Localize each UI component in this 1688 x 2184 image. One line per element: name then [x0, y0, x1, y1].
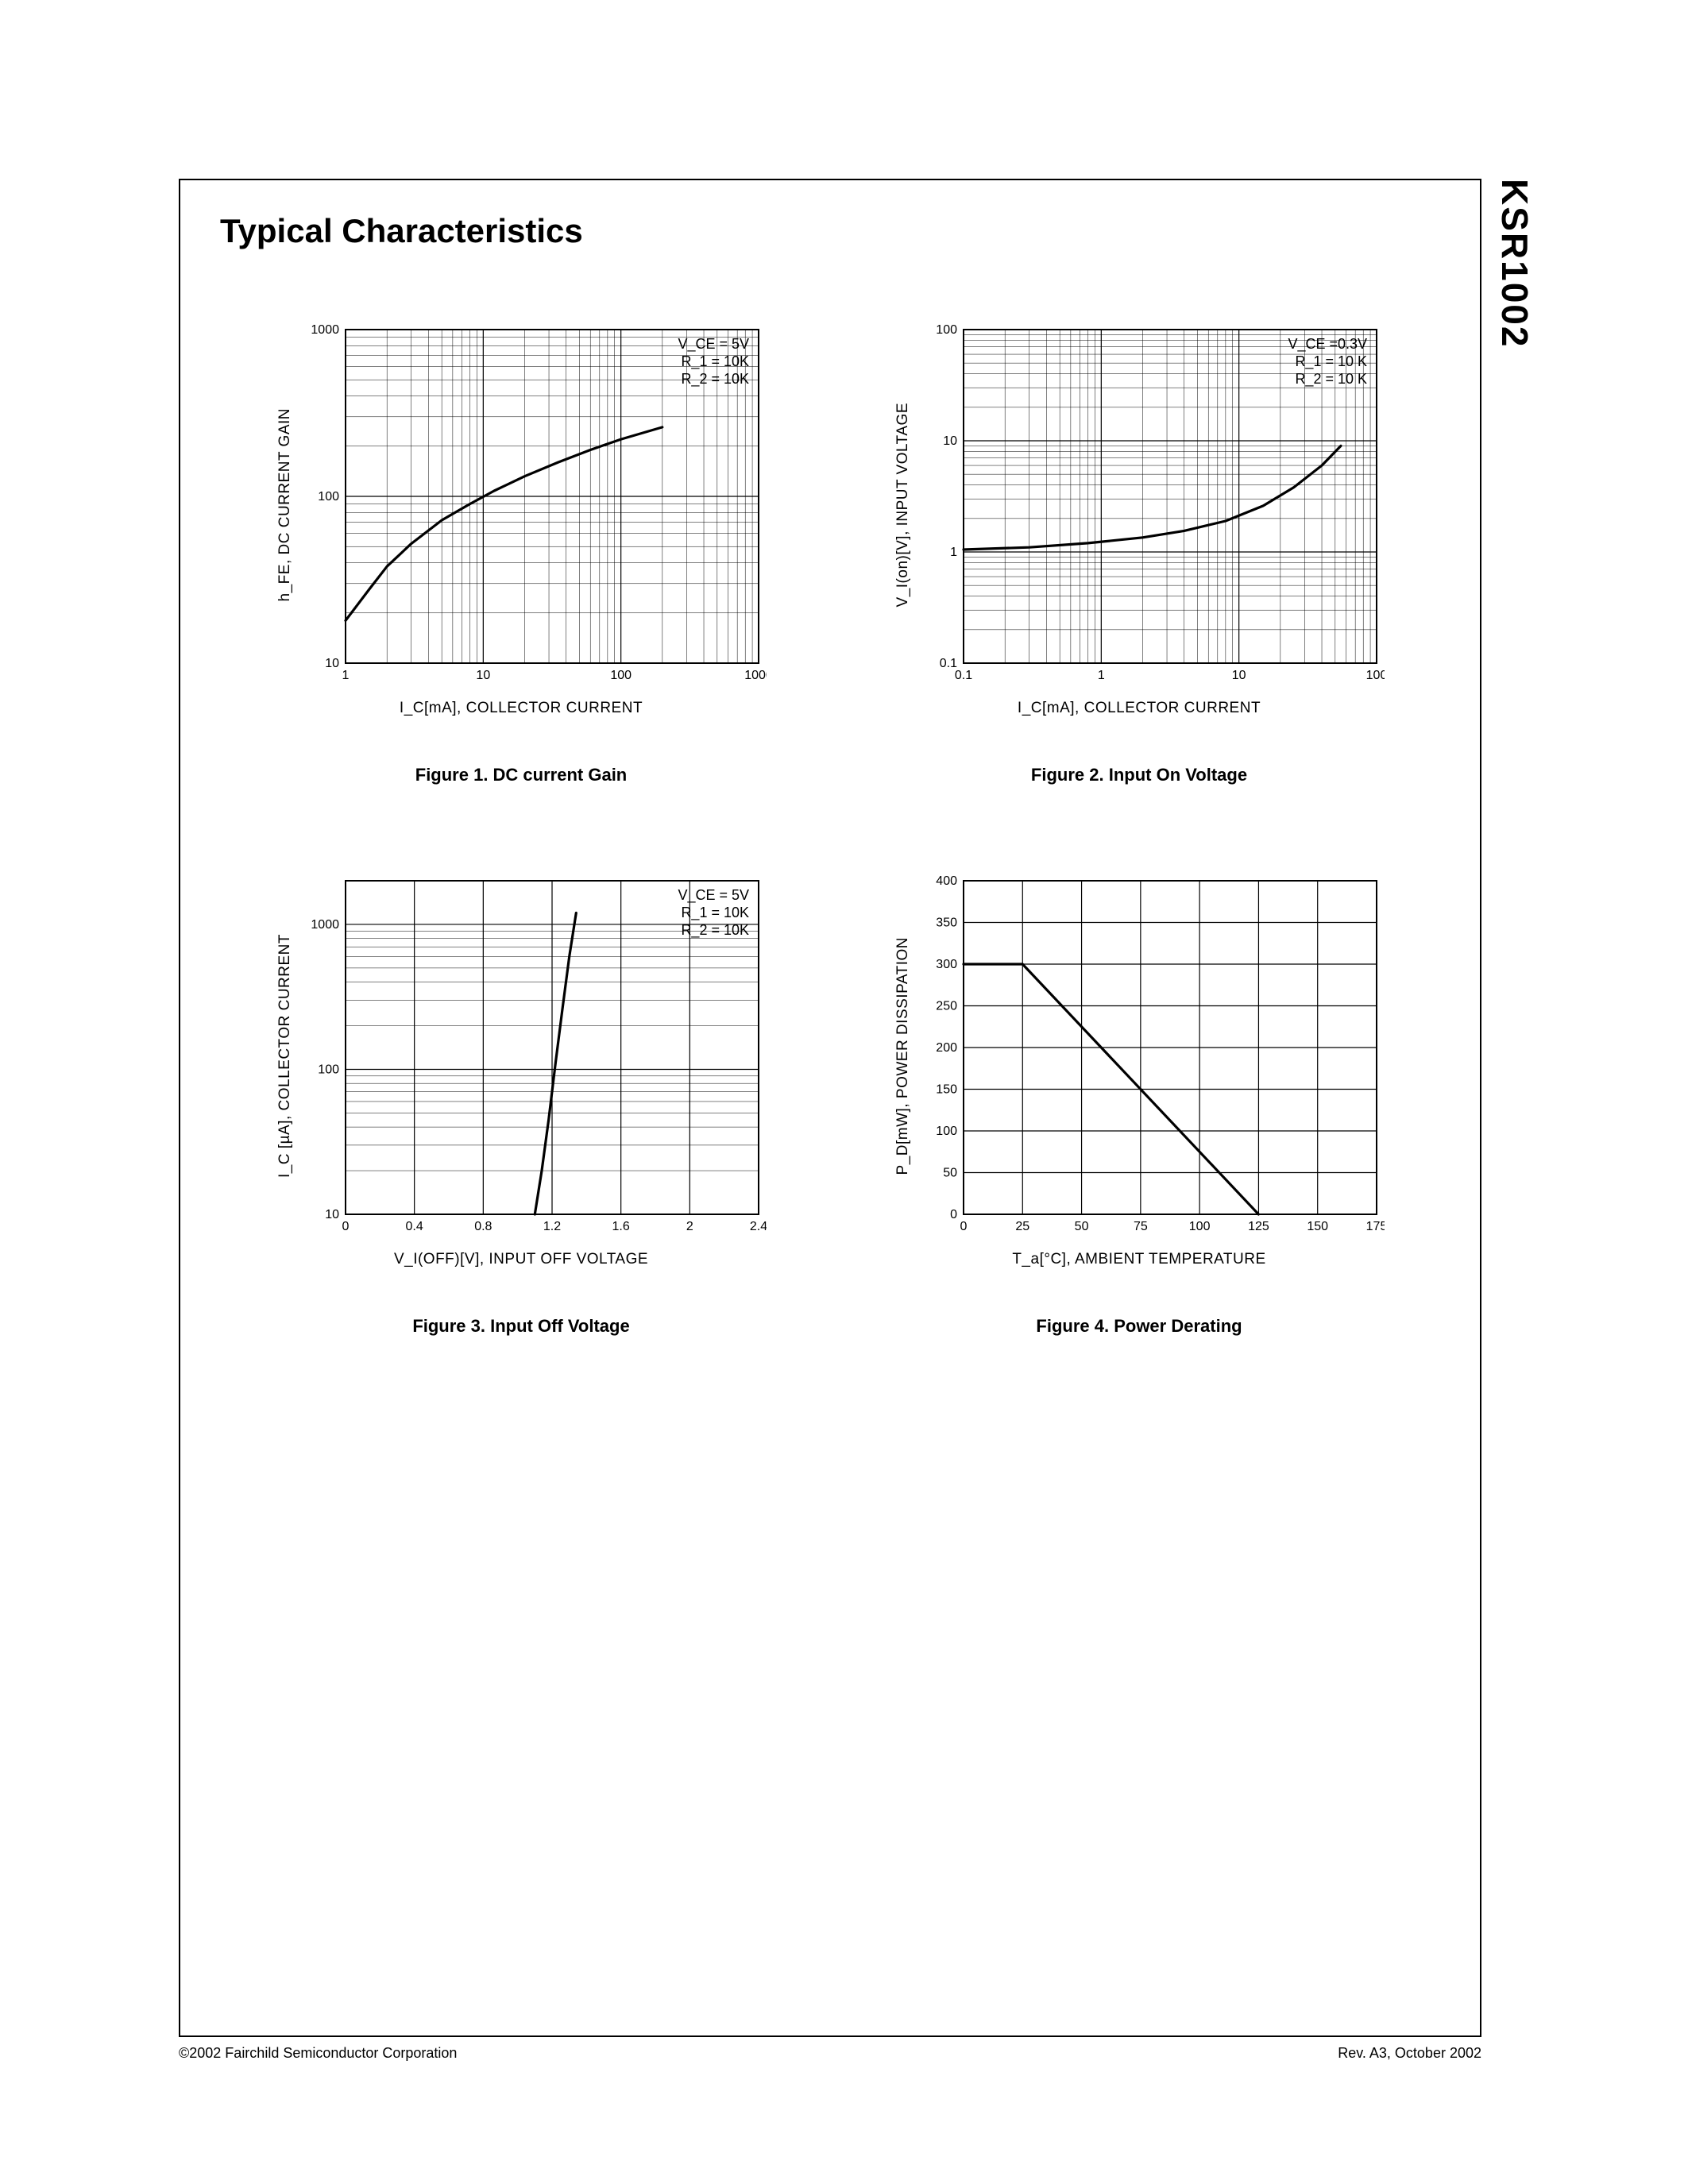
svg-text:150: 150 [1307, 1220, 1328, 1233]
svg-text:175: 175 [1365, 1220, 1384, 1233]
svg-text:25: 25 [1015, 1220, 1029, 1233]
svg-text:2: 2 [686, 1220, 693, 1233]
chart-svg-fig1: 1101001000101001000V_CE = 5VR_1 = 10KR_2… [302, 322, 767, 689]
section-title: Typical Characteristics [220, 212, 1440, 250]
svg-text:V_CE = 5V: V_CE = 5V [678, 887, 749, 904]
svg-text:R_1 = 10K: R_1 = 10K [681, 353, 749, 370]
svg-text:2.4: 2.4 [749, 1220, 766, 1233]
xlabel-fig3: V_I(OFF)[V], INPUT OFF VOLTAGE [394, 1251, 648, 1268]
svg-text:R_2 = 10K: R_2 = 10K [681, 371, 749, 388]
svg-text:200: 200 [936, 1041, 957, 1055]
svg-text:50: 50 [1074, 1220, 1088, 1233]
svg-text:0: 0 [950, 1208, 957, 1221]
page-frame: Typical Characteristics h_FE, DC CURRENT… [179, 179, 1481, 2037]
footer-copyright: ©2002 Fairchild Semiconductor Corporatio… [179, 2045, 457, 2062]
svg-text:100: 100 [610, 669, 632, 682]
svg-text:10: 10 [325, 1208, 339, 1221]
svg-text:R_2 = 10 K: R_2 = 10 K [1295, 371, 1367, 388]
svg-text:100: 100 [1188, 1220, 1210, 1233]
part-number: KSR1002 [1493, 179, 1536, 348]
svg-text:75: 75 [1133, 1220, 1147, 1233]
ylabel-fig4: P_D[mW], POWER DISSIPATION [894, 937, 912, 1175]
svg-text:1: 1 [950, 546, 957, 559]
svg-text:1: 1 [342, 669, 349, 682]
svg-text:125: 125 [1248, 1220, 1269, 1233]
svg-text:250: 250 [936, 1000, 957, 1013]
xlabel-fig4: T_a[°C], AMBIENT TEMPERATURE [1012, 1251, 1265, 1268]
svg-text:1000: 1000 [311, 323, 339, 337]
svg-text:R_2 = 10K: R_2 = 10K [681, 922, 749, 939]
svg-text:0.1: 0.1 [954, 669, 971, 682]
chart-grid: h_FE, DC CURRENT GAIN 110100100010100100… [220, 322, 1440, 1337]
chart-cell-fig2: V_I(on)[V], INPUT VOLTAGE 0.1 1 10 100 0.1 1 1… [838, 322, 1440, 785]
svg-text:400: 400 [936, 874, 957, 888]
svg-text:0: 0 [960, 1220, 967, 1233]
chart-svg-fig4: 0 25 50 75 100 125 150 175 0 50 100 150 200 250 300 350… [920, 873, 1385, 1240]
xlabel-fig1: I_C[mA], COLLECTOR CURRENT [400, 700, 643, 717]
svg-text:100: 100 [936, 323, 957, 337]
chart-svg-fig2: 0.1 1 10 100 0.1 1 10 100 V_CE =0.3VR_1 = 10 KR_… [920, 322, 1385, 689]
svg-text:10: 10 [325, 657, 339, 670]
svg-text:1000: 1000 [311, 918, 339, 932]
svg-text:10: 10 [476, 669, 490, 682]
footer-revision: Rev. A3, October 2002 [1338, 2045, 1481, 2062]
svg-text:300: 300 [936, 958, 957, 971]
svg-text:V_CE =0.3V: V_CE =0.3V [1288, 336, 1367, 353]
caption-fig4: Figure 4. Power Derating [1036, 1316, 1242, 1337]
svg-text:0.8: 0.8 [474, 1220, 492, 1233]
svg-text:R_1 = 10K: R_1 = 10K [681, 905, 749, 921]
xlabel-fig2: I_C[mA], COLLECTOR CURRENT [1018, 700, 1261, 717]
svg-text:150: 150 [936, 1083, 957, 1097]
svg-text:0.1: 0.1 [939, 657, 956, 670]
chart-cell-fig4: P_D[mW], POWER DISSIPATION 0 25 50 75 100 125… [838, 873, 1440, 1337]
chart-svg-fig3: 0 0.4 0.8 1.2 1.6 2 2.4 10 100 1000 V_CE = 5VR_1 =… [302, 873, 767, 1240]
svg-text:100: 100 [1365, 669, 1384, 682]
svg-text:V_CE = 5V: V_CE = 5V [678, 336, 749, 353]
svg-text:100: 100 [318, 1063, 339, 1076]
ylabel-fig2: V_I(on)[V], INPUT VOLTAGE [894, 403, 912, 607]
svg-text:10: 10 [1231, 669, 1246, 682]
chart-cell-fig3: I_C [µA], COLLECTOR CURRENT 0 0.4 0.8 1.2 1.… [220, 873, 822, 1337]
svg-text:0: 0 [342, 1220, 349, 1233]
svg-text:1.6: 1.6 [612, 1220, 629, 1233]
svg-text:10: 10 [943, 434, 957, 448]
svg-text:350: 350 [936, 916, 957, 930]
footer: ©2002 Fairchild Semiconductor Corporatio… [179, 2045, 1481, 2062]
svg-text:100: 100 [936, 1125, 957, 1138]
svg-text:R_1 = 10 K: R_1 = 10 K [1295, 353, 1367, 370]
ylabel-fig1: h_FE, DC CURRENT GAIN [276, 408, 294, 601]
caption-fig1: Figure 1. DC current Gain [415, 765, 628, 785]
caption-fig3: Figure 3. Input Off Voltage [412, 1316, 629, 1337]
svg-text:50: 50 [943, 1167, 957, 1180]
svg-text:1000: 1000 [744, 669, 767, 682]
svg-text:0.4: 0.4 [405, 1220, 423, 1233]
svg-text:100: 100 [318, 490, 339, 504]
chart-cell-fig1: h_FE, DC CURRENT GAIN 110100100010100100… [220, 322, 822, 785]
svg-text:1: 1 [1097, 669, 1104, 682]
caption-fig2: Figure 2. Input On Voltage [1031, 765, 1247, 785]
svg-text:1.2: 1.2 [543, 1220, 560, 1233]
ylabel-fig3: I_C [µA], COLLECTOR CURRENT [276, 934, 294, 1178]
